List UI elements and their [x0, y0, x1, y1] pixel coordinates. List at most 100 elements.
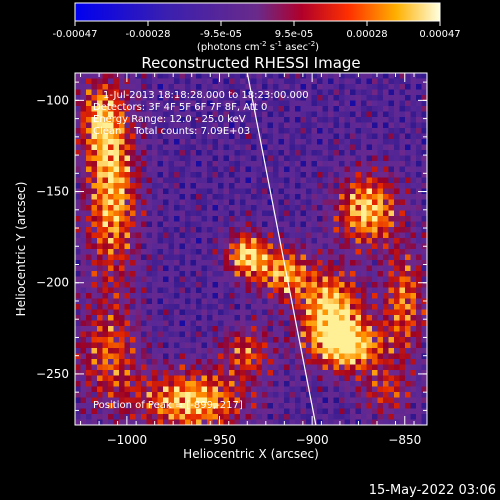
heatmap-cell — [311, 155, 318, 162]
heatmap-cell — [405, 133, 412, 140]
heatmap-cell — [179, 155, 186, 162]
heatmap-cell — [388, 254, 395, 261]
heatmap-cell — [372, 282, 379, 289]
heatmap-cell — [119, 309, 126, 316]
heatmap-cell — [207, 364, 214, 371]
heatmap-cell — [372, 139, 379, 146]
heatmap-cell — [163, 419, 170, 425]
heatmap-cell — [157, 370, 164, 377]
heatmap-cell — [91, 337, 98, 344]
heatmap-cell — [185, 199, 192, 206]
heatmap-cell — [163, 304, 170, 311]
colorbar-unit-label: (photons cm-2 s-1 asec-2) — [197, 40, 319, 53]
heatmap-cell — [223, 232, 230, 239]
heatmap-cell — [377, 408, 384, 415]
heatmap-cell — [234, 293, 241, 300]
heatmap-cell — [295, 359, 302, 366]
heatmap-cell — [388, 320, 395, 327]
heatmap-cell — [421, 342, 427, 349]
heatmap-cell — [306, 315, 313, 322]
heatmap-cell — [119, 111, 126, 118]
heatmap-cell — [212, 249, 219, 256]
heatmap-cell — [135, 364, 142, 371]
heatmap-cell — [185, 232, 192, 239]
heatmap-cell — [245, 265, 252, 272]
heatmap-cell — [163, 150, 170, 157]
heatmap-cell — [350, 100, 357, 107]
heatmap-cell — [91, 403, 98, 410]
heatmap-cell — [388, 205, 395, 212]
heatmap-cell — [212, 403, 219, 410]
heatmap-cell — [421, 194, 427, 201]
heatmap-cell — [174, 276, 181, 283]
heatmap-cell — [179, 276, 186, 283]
heatmap-cell — [350, 397, 357, 404]
heatmap-cell — [421, 89, 427, 96]
heatmap-cell — [394, 106, 401, 113]
heatmap-cell — [234, 133, 241, 140]
heatmap-cell — [240, 161, 247, 168]
heatmap-cell — [234, 128, 241, 135]
heatmap-cell — [361, 238, 368, 245]
heatmap-cell — [190, 419, 197, 425]
heatmap-cell — [135, 188, 142, 195]
heatmap-cell — [212, 414, 219, 421]
heatmap-cell — [377, 315, 384, 322]
heatmap-cell — [201, 150, 208, 157]
heatmap-cell — [102, 210, 109, 217]
heatmap-cell — [146, 408, 153, 415]
heatmap-cell — [251, 370, 258, 377]
heatmap-cell — [284, 232, 291, 239]
heatmap-cell — [256, 386, 263, 393]
heatmap-cell — [383, 375, 390, 382]
heatmap-cell — [383, 221, 390, 228]
heatmap-cell — [80, 95, 87, 102]
heatmap-cell — [185, 128, 192, 135]
heatmap-cell — [328, 232, 335, 239]
heatmap-cell — [218, 359, 225, 366]
heatmap-cell — [168, 144, 175, 151]
heatmap-cell — [333, 265, 340, 272]
heatmap-cell — [410, 397, 417, 404]
heatmap-cell — [322, 364, 329, 371]
heatmap-cell — [174, 194, 181, 201]
heatmap-cell — [344, 304, 351, 311]
heatmap-cell — [179, 381, 186, 388]
heatmap-cell — [322, 221, 329, 228]
heatmap-cell — [421, 78, 427, 85]
heatmap-cell — [240, 414, 247, 421]
heatmap-cell — [229, 150, 236, 157]
heatmap-cell — [333, 304, 340, 311]
heatmap-cell — [333, 320, 340, 327]
heatmap-cell — [311, 117, 318, 124]
heatmap-cell — [377, 117, 384, 124]
heatmap-cell — [168, 210, 175, 217]
heatmap-cell — [394, 166, 401, 173]
y-tick-label: −100 — [36, 93, 69, 107]
heatmap-cell — [289, 139, 296, 146]
heatmap-cell — [295, 287, 302, 294]
heatmap-cell — [333, 348, 340, 355]
heatmap-cell — [157, 260, 164, 267]
heatmap-cell — [86, 100, 93, 107]
heatmap-cell — [207, 397, 214, 404]
heatmap-cell — [262, 139, 269, 146]
heatmap-cell — [190, 133, 197, 140]
heatmap-cell — [295, 161, 302, 168]
heatmap-cell — [229, 133, 236, 140]
heatmap-cell — [135, 133, 142, 140]
heatmap-cell — [344, 205, 351, 212]
heatmap-cell — [240, 353, 247, 360]
heatmap-cell — [306, 194, 313, 201]
heatmap-cell — [300, 397, 307, 404]
heatmap-cell — [355, 397, 362, 404]
heatmap-cell — [383, 304, 390, 311]
heatmap-cell — [377, 260, 384, 267]
heatmap-cell — [361, 370, 368, 377]
heatmap-cell — [174, 419, 181, 425]
heatmap-cell — [421, 111, 427, 118]
heatmap-cell — [201, 414, 208, 421]
heatmap-cell — [361, 276, 368, 283]
heatmap-cell — [218, 337, 225, 344]
heatmap-cell — [405, 337, 412, 344]
